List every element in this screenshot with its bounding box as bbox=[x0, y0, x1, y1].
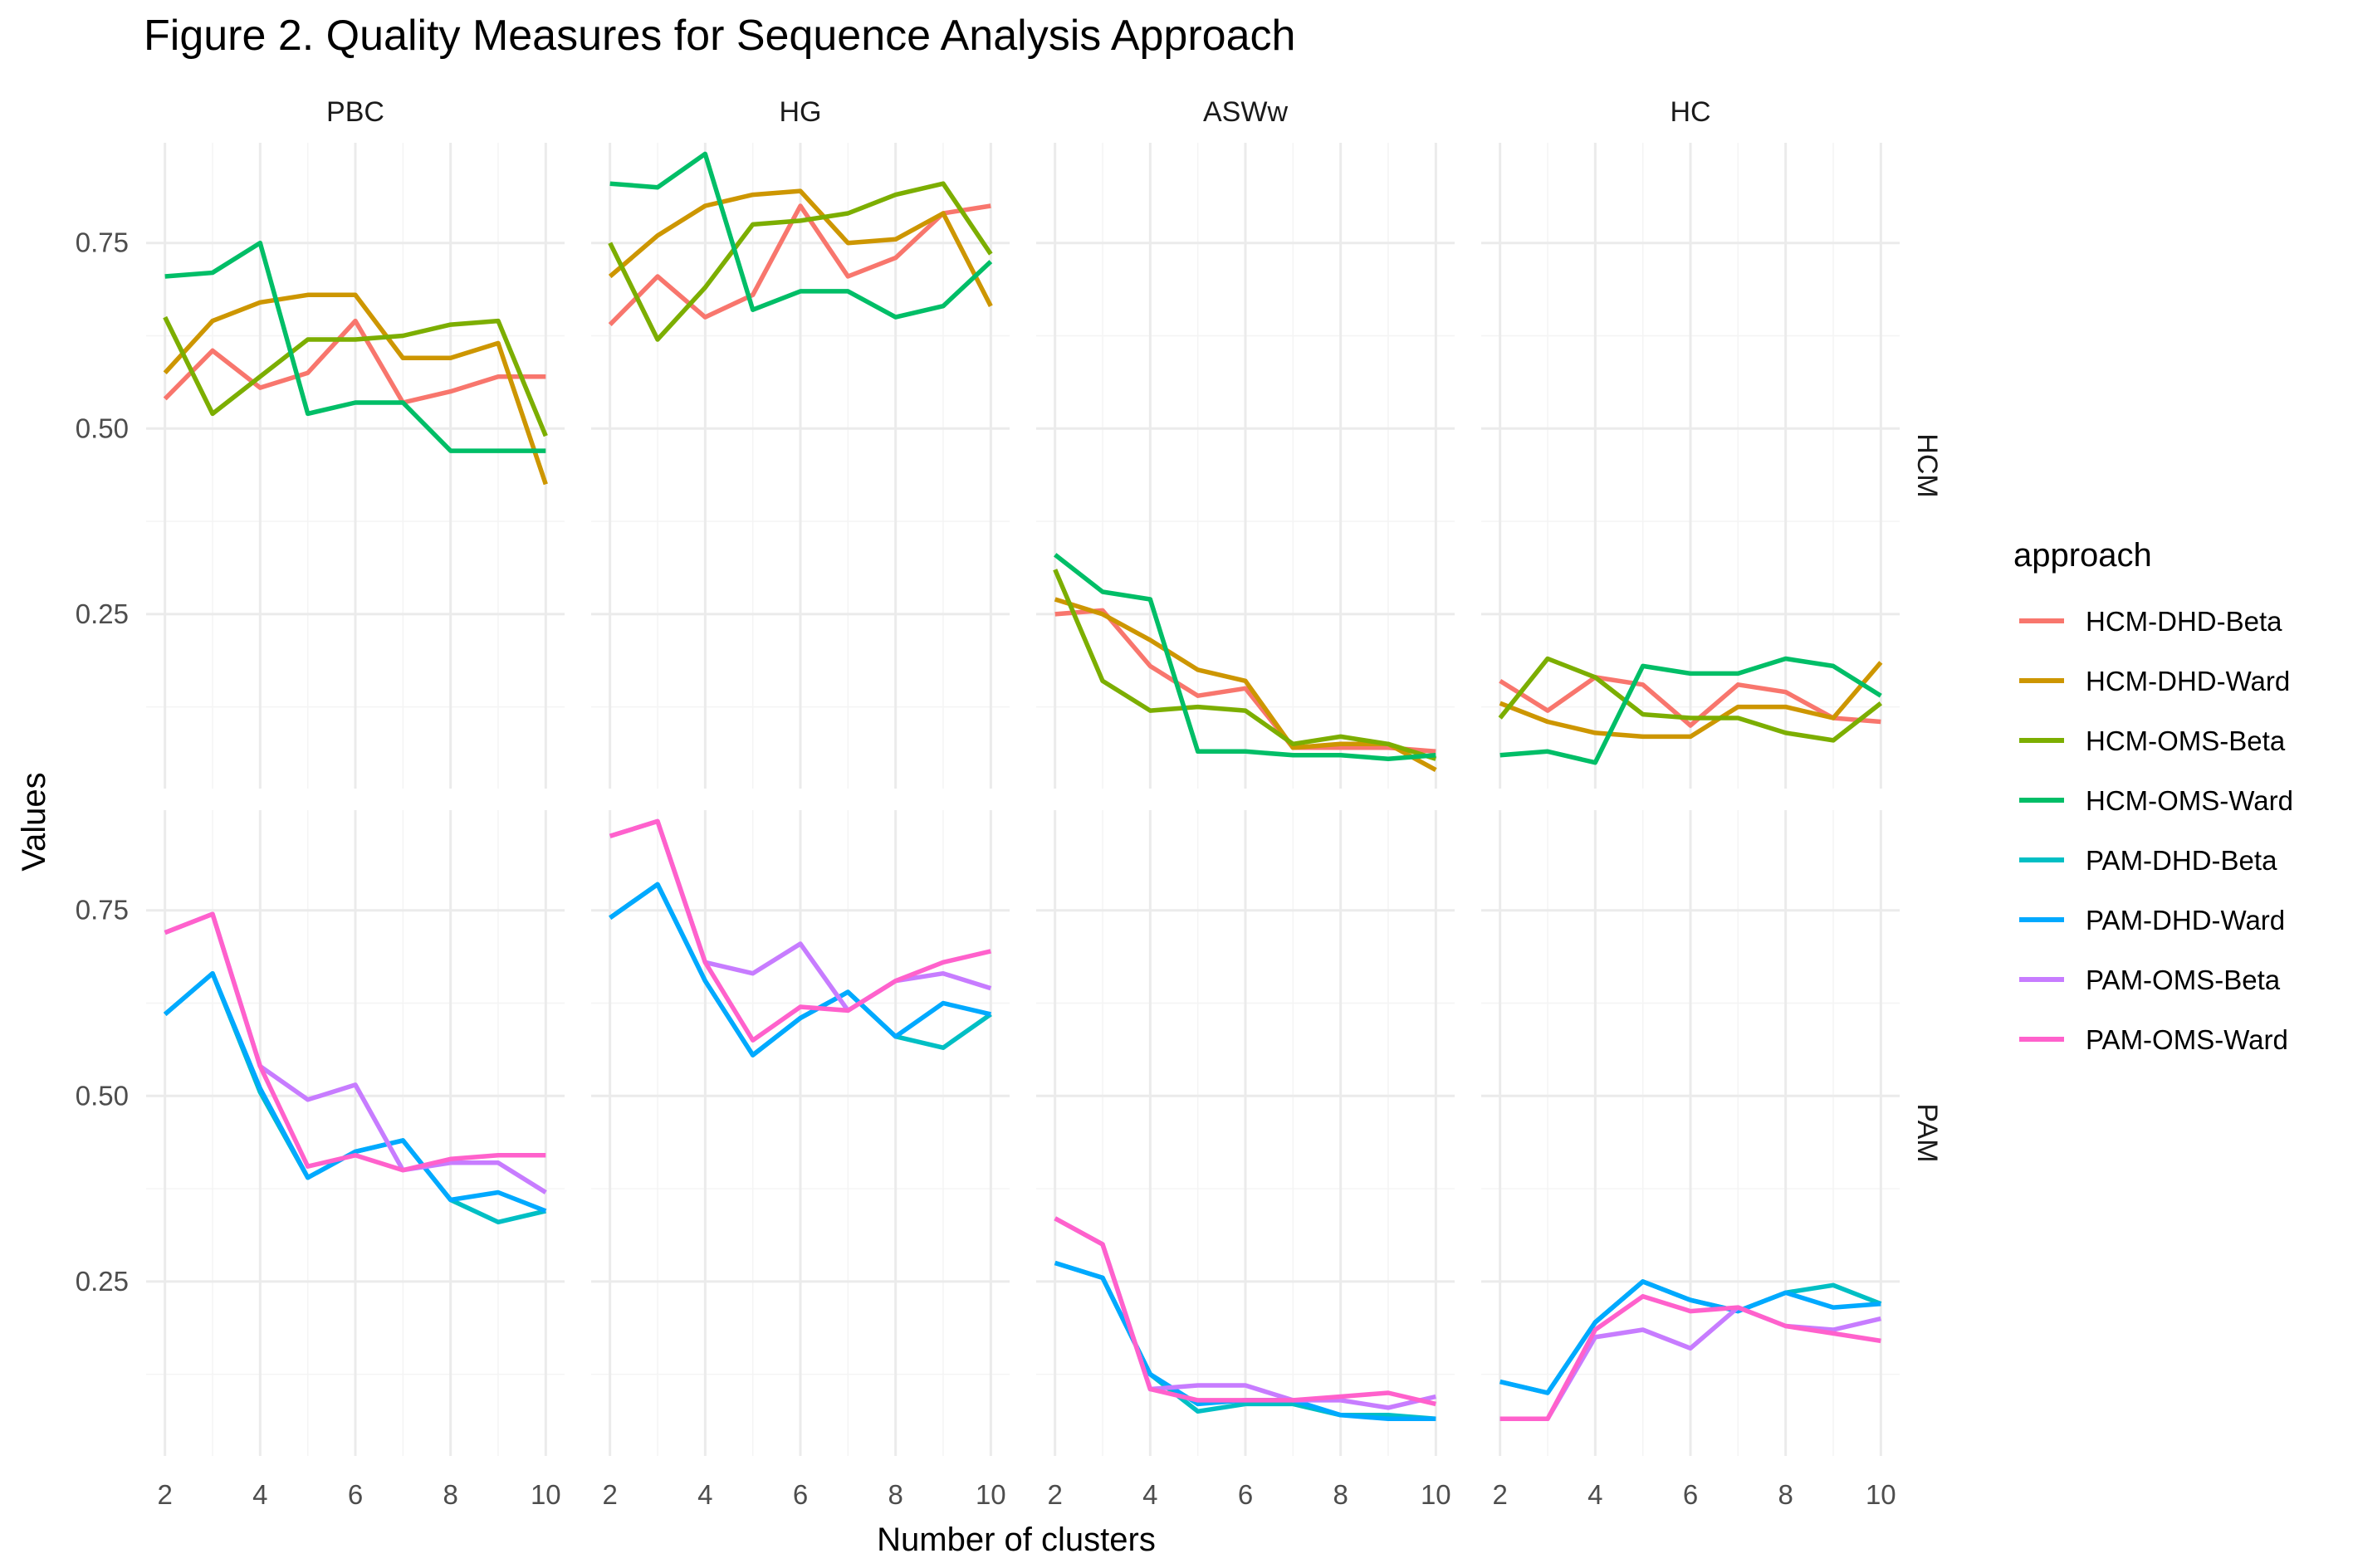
panel-hcm-asww bbox=[1036, 143, 1455, 789]
x-tick-label: 10 bbox=[1866, 1479, 1896, 1510]
series-line-hcm-oms-ward bbox=[609, 151, 993, 320]
panel-pam-hg bbox=[591, 810, 1010, 1456]
y-tick-label: 0.50 bbox=[76, 413, 129, 443]
facet-strip-label: HG bbox=[780, 96, 822, 128]
facet-strip-label: HC bbox=[1670, 96, 1710, 128]
series-line-pam-oms-ward bbox=[1054, 1216, 1436, 1407]
legend-item: PAM-DHD-Beta bbox=[2019, 845, 2277, 876]
series-line-hcm-dhd-ward bbox=[608, 188, 993, 307]
x-tick-label: 4 bbox=[1142, 1479, 1157, 1510]
x-tick-label: 8 bbox=[1333, 1479, 1348, 1510]
x-tick-label: 6 bbox=[793, 1479, 808, 1510]
series-line-hcm-dhd-ward bbox=[163, 292, 548, 486]
x-tick-label: 8 bbox=[1778, 1479, 1793, 1510]
legend-label: PAM-DHD-Ward bbox=[2086, 905, 2285, 935]
y-tick-label: 0.75 bbox=[76, 227, 129, 258]
x-tick-label: 10 bbox=[531, 1479, 561, 1510]
y-tick-label: 0.25 bbox=[76, 598, 129, 629]
legend-label: HCM-OMS-Ward bbox=[2086, 785, 2293, 816]
series-line-pam-dhd-ward bbox=[1499, 1279, 1881, 1395]
legend-item: HCM-DHD-Beta bbox=[2019, 606, 2282, 637]
legend-label: HCM-OMS-Beta bbox=[2086, 725, 2286, 756]
facet-row-strip-label: HCM bbox=[1911, 433, 1943, 497]
series-line-hcm-dhd-beta bbox=[1054, 608, 1436, 755]
x-tick-label: 2 bbox=[1493, 1479, 1508, 1510]
facet-strip-label: ASWw bbox=[1203, 96, 1288, 128]
x-tick-label: 8 bbox=[888, 1479, 903, 1510]
series-line-pam-oms-ward bbox=[1499, 1293, 1881, 1422]
x-axis-title: Number of clusters bbox=[877, 1522, 1156, 1558]
x-tick-label: 2 bbox=[158, 1479, 173, 1510]
series-line-hcm-oms-ward bbox=[1054, 553, 1436, 761]
legend-item: HCM-OMS-Ward bbox=[2019, 785, 2293, 816]
panel-hcm-hc bbox=[1481, 143, 1900, 789]
legend: approach HCM-DHD-Beta HCM-DHD-Ward HCM-OMS… bbox=[2013, 537, 2293, 1055]
x-tick-label: 6 bbox=[1683, 1479, 1698, 1510]
legend-label: PAM-OMS-Beta bbox=[2086, 965, 2281, 995]
series-line-hcm-oms-beta bbox=[163, 315, 548, 437]
series-line-pam-dhd-ward bbox=[163, 970, 547, 1214]
series-line-hcm-oms-ward bbox=[164, 240, 546, 453]
legend-item: HCM-OMS-Beta bbox=[2019, 725, 2286, 756]
y-tick-label: 0.75 bbox=[76, 895, 129, 926]
series-line-hcm-dhd-beta bbox=[608, 203, 991, 327]
panel-hcm-hg bbox=[591, 143, 1010, 789]
series-line-hcm-dhd-ward bbox=[1499, 661, 1883, 740]
facet-row-strip-label: PAM bbox=[1911, 1103, 1943, 1162]
legend-label: PAM-DHD-Beta bbox=[2086, 845, 2277, 876]
x-tick-label: 2 bbox=[1048, 1479, 1063, 1510]
series-line-pam-oms-ward bbox=[164, 911, 546, 1173]
legend-title: approach bbox=[2013, 537, 2152, 574]
y-tick-label: 0.25 bbox=[76, 1266, 129, 1297]
panel-pam-asww bbox=[1036, 810, 1455, 1456]
y-axis-title: Values bbox=[16, 772, 52, 871]
series-line-hcm-oms-beta bbox=[1053, 569, 1437, 761]
legend-item: PAM-DHD-Ward bbox=[2019, 905, 2285, 935]
series-line-hcm-dhd-beta bbox=[1499, 675, 1881, 728]
series-line-hcm-dhd-beta bbox=[163, 318, 546, 405]
x-tick-label: 10 bbox=[1421, 1479, 1451, 1510]
legend-item: PAM-OMS-Beta bbox=[2019, 965, 2281, 995]
x-tick-label: 2 bbox=[603, 1479, 618, 1510]
series-line-hcm-oms-beta bbox=[608, 181, 993, 342]
legend-label: HCM-DHD-Beta bbox=[2086, 606, 2282, 637]
series-line-hcm-oms-ward bbox=[1499, 656, 1882, 765]
x-tick-label: 4 bbox=[697, 1479, 712, 1510]
series-line-pam-oms-ward bbox=[609, 818, 991, 1043]
legend-item: HCM-DHD-Ward bbox=[2019, 666, 2290, 696]
panel-hcm-pbc bbox=[146, 143, 565, 789]
legend-item: PAM-OMS-Ward bbox=[2019, 1024, 2288, 1055]
legend-label: HCM-DHD-Ward bbox=[2086, 666, 2290, 696]
y-tick-label: 0.50 bbox=[76, 1080, 129, 1111]
x-tick-label: 8 bbox=[443, 1479, 457, 1510]
panel-pam-pbc bbox=[146, 810, 565, 1456]
chart-title: Figure 2. Quality Measures for Sequence … bbox=[144, 12, 1295, 60]
facet-strip-label: PBC bbox=[326, 96, 384, 128]
legend-label: PAM-OMS-Ward bbox=[2086, 1024, 2288, 1055]
facet-panels: PBC HG ASWw HC 0.25 0.50 0.75 HCM 2 4 6 8 10 2 4 6 8 10 2 4… bbox=[76, 96, 1943, 1510]
series-line-pam-dhd-ward bbox=[609, 882, 991, 1058]
x-tick-label: 4 bbox=[1587, 1479, 1602, 1510]
x-tick-label: 4 bbox=[252, 1479, 267, 1510]
x-tick-label: 6 bbox=[1238, 1479, 1253, 1510]
panel-pam-hc bbox=[1481, 810, 1900, 1456]
x-tick-label: 10 bbox=[976, 1479, 1006, 1510]
series-line-hcm-oms-beta bbox=[1498, 656, 1882, 743]
series-line-hcm-dhd-ward bbox=[1054, 597, 1437, 773]
x-tick-label: 6 bbox=[348, 1479, 363, 1510]
